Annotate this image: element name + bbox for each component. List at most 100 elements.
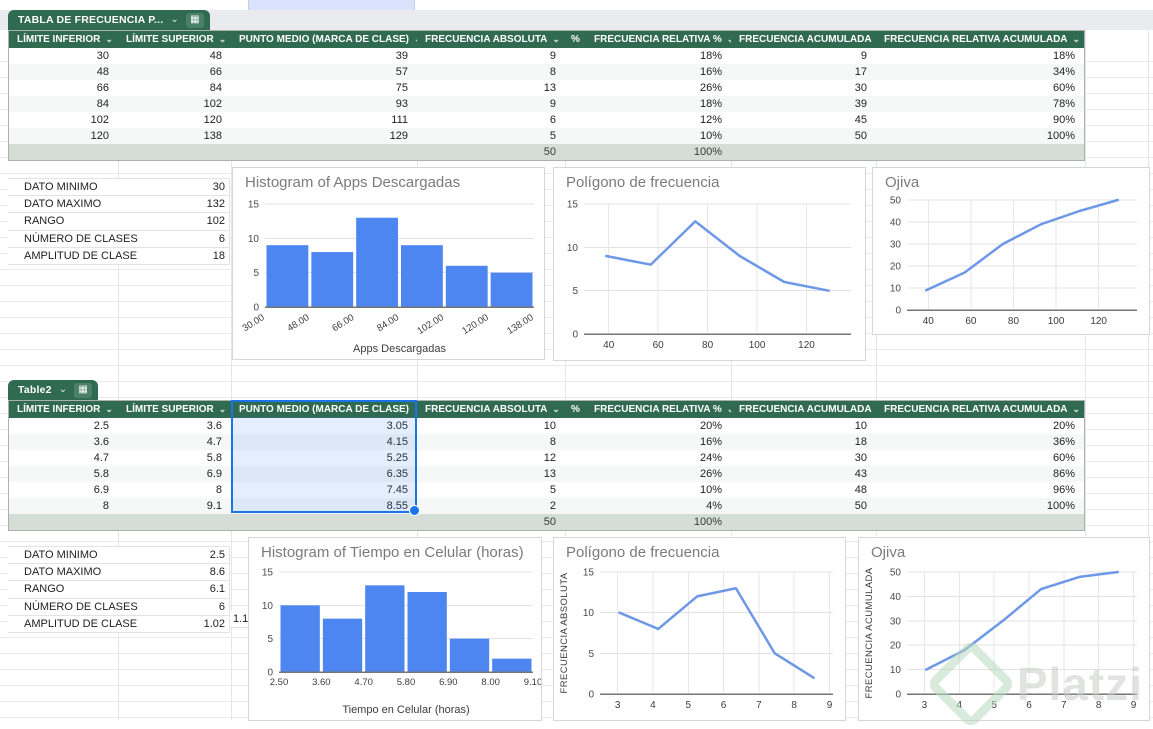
table2-tab[interactable]: Table2 ⌄ ▦ [8, 380, 99, 400]
chevron-down-icon[interactable]: ⌄ [414, 34, 417, 45]
column-header[interactable]: FRECUENCIA RELATIVA % ⌄ [586, 31, 731, 48]
table-cell[interactable]: 8 [215, 484, 222, 496]
table-cell[interactable]: 50 [854, 130, 867, 142]
table-cell[interactable]: 93 [395, 98, 408, 110]
table-cell[interactable] [565, 80, 586, 96]
table-cell[interactable]: 4.15 [386, 436, 408, 448]
table-cell[interactable]: 4.7 [206, 436, 222, 448]
column-header[interactable]: FRECUENCIA ACUMULADA⌄ [731, 401, 876, 418]
stats-label[interactable]: RANGO [24, 215, 65, 228]
stats-label[interactable]: NÚMERO DE CLASES [24, 600, 138, 613]
table-cell[interactable]: 34% [1052, 66, 1075, 78]
table-cell[interactable]: 9 [549, 98, 556, 110]
table-cell[interactable] [565, 418, 586, 434]
chevron-down-icon[interactable]: ⌄ [105, 404, 113, 414]
column-header[interactable]: PUNTO MEDIO (MARCA DE CLASE)⌄ [231, 31, 417, 48]
stats-label[interactable]: AMPLITUD DE CLASE [24, 249, 138, 262]
table-cell[interactable]: 84 [96, 98, 109, 110]
table-cell[interactable]: 18% [1052, 50, 1075, 62]
table-cell[interactable]: 24% [699, 452, 722, 464]
table-cell[interactable]: 50 [854, 500, 867, 512]
chevron-down-icon[interactable]: ⌄ [726, 404, 731, 414]
table-grid-icon[interactable]: ▦ [185, 12, 204, 28]
table-cell[interactable]: 3.6 [206, 420, 222, 432]
column-header[interactable]: PUNTO MEDIO (MARCA DE CLASE)⌄ [231, 401, 417, 418]
table-cell[interactable] [565, 498, 586, 514]
table-cell[interactable]: 120 [203, 114, 222, 126]
table1-tab[interactable]: TABLA DE FRECUENCIA P... ⌄ ▦ [8, 10, 210, 30]
table-cell[interactable]: 43 [854, 468, 867, 480]
table-cell[interactable]: 9 [860, 50, 867, 62]
table-cell[interactable]: 18% [699, 98, 722, 110]
chevron-down-icon[interactable]: ⌄ [552, 404, 560, 414]
table-cell[interactable] [565, 128, 586, 144]
stats-value[interactable]: 6.1 [209, 583, 225, 596]
table-cell[interactable]: 86% [1052, 468, 1075, 480]
table-cell[interactable]: 84 [209, 82, 222, 94]
chevron-down-icon[interactable]: ⌄ [1072, 404, 1081, 414]
stats-value[interactable]: 30 [212, 181, 225, 194]
table-cell[interactable]: 6.9 [206, 468, 222, 480]
table-cell[interactable]: 90% [1052, 114, 1075, 126]
selection-handle[interactable] [409, 505, 420, 516]
table-cell[interactable]: 48 [209, 50, 222, 62]
column-header[interactable]: FRECUENCIA RELATIVA ACUMULADA ⌄ [876, 31, 1084, 48]
column-header[interactable]: FRECUENCIA ABSOLUTA ⌄ [417, 401, 565, 418]
table-cell[interactable]: 17 [854, 66, 867, 78]
table-cell[interactable]: 16% [699, 436, 722, 448]
table-cell[interactable]: 10 [543, 420, 556, 432]
stats-value[interactable]: 6 [218, 232, 225, 245]
stats-value[interactable]: 18 [212, 249, 225, 262]
table-cell[interactable]: 129 [389, 130, 408, 142]
chevron-down-icon[interactable]: ⌄ [726, 34, 731, 44]
table-cell[interactable] [565, 112, 586, 128]
table-cell[interactable]: 20% [1052, 420, 1075, 432]
table-cell[interactable]: 111 [391, 114, 408, 126]
chevron-down-icon[interactable]: ⌄ [1072, 34, 1081, 44]
table-cell[interactable]: 20% [699, 420, 722, 432]
chevron-down-icon[interactable]: ⌄ [58, 384, 68, 395]
total-cell[interactable] [118, 144, 231, 160]
ogive-chart-1[interactable]: Ojiva 0 10 20 30 40 50 40 60 80 100 120 [872, 167, 1150, 335]
table-cell[interactable] [565, 466, 586, 482]
table-cell[interactable]: 100% [1046, 130, 1075, 142]
total-cell[interactable] [565, 514, 586, 530]
table-cell[interactable]: 12% [699, 114, 722, 126]
total-cell[interactable] [565, 144, 586, 160]
total-cell[interactable]: 50 [543, 516, 556, 528]
table-cell[interactable]: 26% [699, 468, 722, 480]
table-cell[interactable] [565, 450, 586, 466]
table-cell[interactable]: 8.55 [386, 500, 408, 512]
table-cell[interactable]: 30 [854, 452, 867, 464]
table-cell[interactable]: 48 [854, 484, 867, 496]
table-cell[interactable]: 9 [549, 50, 556, 62]
total-cell[interactable] [731, 144, 876, 160]
stats-value[interactable]: 132 [206, 198, 225, 211]
frequency-polygon-chart-1[interactable]: Polígono de frecuencia 0 5 10 15 40 60 80 100 120 [553, 167, 866, 361]
total-cell[interactable] [231, 144, 417, 160]
table-cell[interactable]: 13 [543, 468, 556, 480]
total-cell[interactable] [231, 514, 417, 530]
table-cell[interactable]: 66 [209, 66, 222, 78]
table-cell[interactable]: 8 [102, 500, 109, 512]
table-cell[interactable]: 102 [90, 114, 109, 126]
table-cell[interactable]: 26% [699, 82, 722, 94]
stats-label[interactable]: NÚMERO DE CLASES [24, 232, 138, 245]
top-row-cells[interactable] [0, 0, 1153, 10]
table-cell[interactable]: 78% [1052, 98, 1075, 110]
table-cell[interactable]: 5 [549, 484, 556, 496]
table-cell[interactable] [565, 434, 586, 450]
table-cell[interactable]: 5.8 [93, 468, 109, 480]
table-cell[interactable]: 45 [854, 114, 867, 126]
chevron-down-icon[interactable]: ⌄ [218, 34, 227, 44]
table-cell[interactable]: 102 [203, 98, 222, 110]
column-header[interactable]: % [565, 31, 586, 48]
stats-value[interactable]: 6 [218, 600, 225, 613]
table-cell[interactable]: 4% [706, 500, 722, 512]
total-cell[interactable] [731, 514, 876, 530]
total-cell[interactable] [876, 144, 1084, 160]
column-header[interactable]: LÍMITE INFERIOR ⌄ [9, 31, 118, 48]
table-cell[interactable]: 36% [1052, 436, 1075, 448]
table-cell[interactable]: 30 [854, 82, 867, 94]
column-header[interactable]: % [565, 401, 586, 418]
